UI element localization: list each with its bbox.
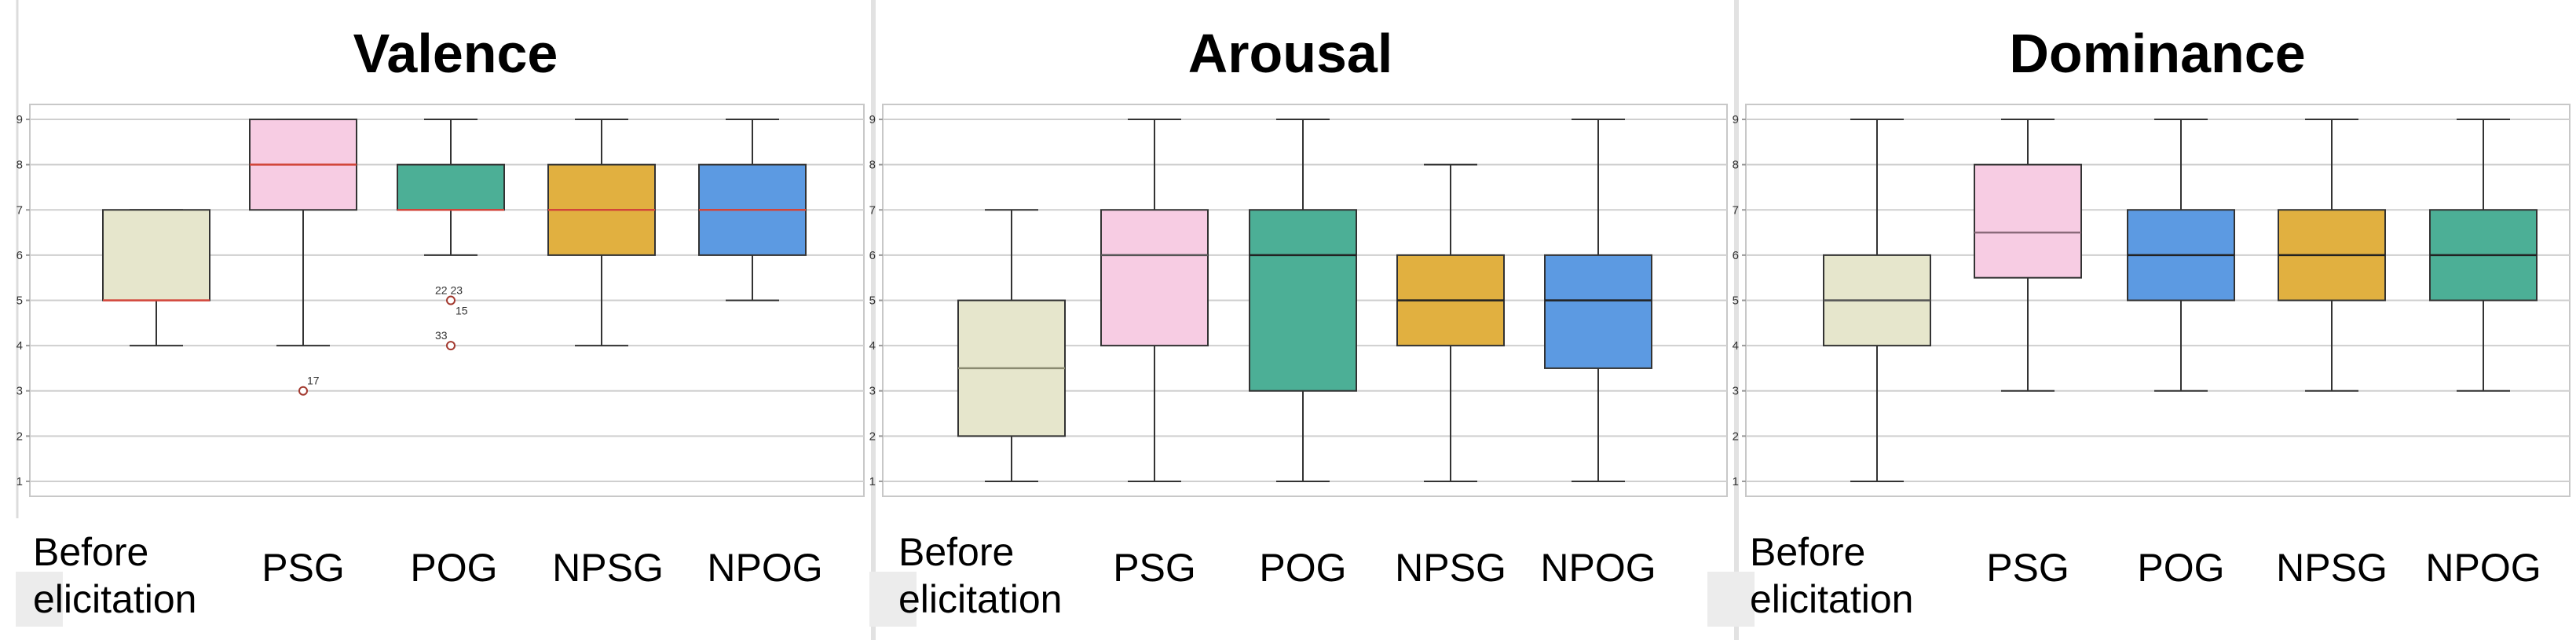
- y-tick-label: 6: [869, 249, 876, 262]
- y-tick-label: 5: [16, 294, 23, 308]
- y-tick-label: 1: [869, 475, 876, 488]
- y-tick-label: 4: [1733, 339, 1739, 353]
- chart-title: Valence: [353, 23, 558, 84]
- y-tick-label: 5: [1733, 294, 1739, 308]
- y-tick-label: 9: [1733, 113, 1739, 126]
- box-group: [2429, 119, 2538, 392]
- box-group: 17: [249, 119, 357, 396]
- y-tick-label: 5: [869, 294, 876, 308]
- outlier-point: [446, 295, 456, 305]
- y-tick-label: 8: [1733, 159, 1739, 172]
- box-group: [698, 119, 807, 302]
- y-tick-label: 8: [16, 159, 23, 172]
- x-category-label: NPOG: [2425, 546, 2541, 590]
- box-group: [102, 209, 210, 347]
- box-group: [1974, 119, 2082, 392]
- x-category-label: NPOG: [1540, 546, 1656, 590]
- outlier-label: 15: [456, 305, 468, 317]
- x-category-label: POG: [410, 546, 497, 590]
- box-group: [1823, 119, 1931, 482]
- x-category-label: NPSG: [1395, 546, 1506, 590]
- y-tick-label: 2: [16, 430, 23, 443]
- y-tick-label: 9: [16, 113, 23, 126]
- y-tick-label: 6: [1733, 249, 1739, 262]
- x-category-label: Before: [898, 530, 1014, 574]
- box-group: [2127, 119, 2235, 392]
- box-group: [957, 209, 1066, 482]
- box-group: [1544, 119, 1652, 482]
- x-category-label: POG: [1259, 546, 1346, 590]
- outlier-label: 33: [435, 329, 448, 342]
- x-category-label: PSG: [262, 546, 345, 590]
- y-tick-label: 7: [869, 203, 876, 217]
- box-group: [547, 119, 656, 347]
- box-group: [1100, 119, 1209, 482]
- y-tick-label: 1: [1733, 475, 1739, 488]
- y-tick-label: 3: [1733, 385, 1739, 398]
- y-tick-label: 3: [16, 385, 23, 398]
- y-tick-label: 4: [869, 339, 876, 353]
- box-group: [1249, 119, 1357, 482]
- chart-panel: Valence 1 2 3 4 5 6 7 8 9 17 22 23 15 33 Beforeelicita…: [16, 23, 865, 621]
- x-category-label: Before: [33, 530, 148, 574]
- x-category-label: NPSG: [2276, 546, 2388, 590]
- y-tick-label: 6: [16, 249, 23, 262]
- box: [1249, 209, 1357, 392]
- chart-title: Arousal: [1188, 23, 1393, 84]
- x-category-label: PSG: [1986, 546, 2069, 590]
- x-category-label: POG: [2137, 546, 2224, 590]
- box: [102, 209, 210, 302]
- y-tick-label: 7: [1733, 203, 1739, 217]
- x-category-label: Before: [1750, 530, 1865, 574]
- label-background: [869, 572, 917, 627]
- y-tick-label: 8: [869, 159, 876, 172]
- chart-title: Dominance: [2009, 23, 2305, 84]
- box-group: 22 23 15 33: [397, 119, 505, 351]
- label-background: [1707, 572, 1755, 627]
- x-category-label: NPOG: [707, 546, 822, 590]
- box: [397, 163, 505, 211]
- y-tick-label: 3: [869, 385, 876, 398]
- box: [1544, 254, 1652, 369]
- y-tick-label: 9: [869, 113, 876, 126]
- box: [1974, 163, 2082, 279]
- label-background: [16, 572, 63, 627]
- y-tick-label: 2: [869, 430, 876, 443]
- y-tick-label: 1: [16, 475, 23, 488]
- outlier-label: 17: [307, 375, 320, 387]
- box-group: [2278, 119, 2386, 392]
- y-tick-label: 4: [16, 339, 23, 353]
- y-tick-label: 7: [16, 203, 23, 217]
- outlier-label: 22 23: [435, 284, 463, 297]
- x-category-label: PSG: [1113, 546, 1196, 590]
- box: [1100, 209, 1209, 347]
- x-category-label: elicitation: [1750, 577, 1913, 621]
- outlier-point: [446, 341, 456, 351]
- box-group: [1396, 163, 1505, 482]
- outlier-point: [298, 386, 308, 396]
- x-category-label: elicitation: [898, 577, 1062, 621]
- y-tick-label: 2: [1733, 430, 1739, 443]
- x-category-label: elicitation: [33, 577, 196, 621]
- x-category-label: NPSG: [552, 546, 664, 590]
